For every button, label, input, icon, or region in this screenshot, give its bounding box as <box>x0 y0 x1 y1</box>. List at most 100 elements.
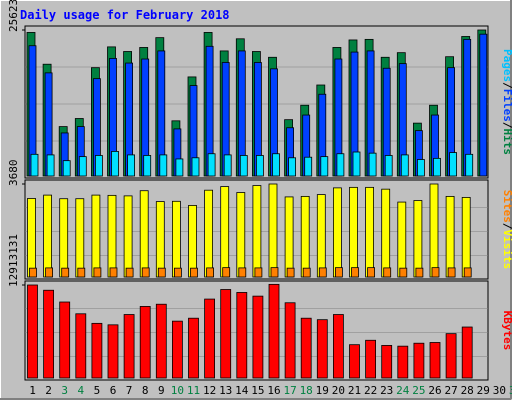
kbytes-bar <box>59 301 71 379</box>
day-label: 24 <box>396 384 410 397</box>
pages-bar <box>191 157 200 177</box>
sites-bar <box>367 267 376 278</box>
sites-bar <box>334 267 343 278</box>
pages-bar <box>175 158 184 177</box>
kbytes-bar <box>413 342 425 379</box>
kbytes-bar <box>220 289 232 379</box>
day-label: 2 <box>45 384 52 397</box>
pages-bar <box>30 153 39 177</box>
day-label: 27 <box>444 384 457 397</box>
sites-bar <box>61 267 70 278</box>
visits-bar <box>332 187 342 278</box>
pages-bar <box>288 157 297 177</box>
visits-bar <box>155 201 165 278</box>
pages-bar <box>143 155 152 177</box>
pages-bar <box>400 154 409 177</box>
kbytes-bar <box>171 320 183 379</box>
y-axis-label: Pages/Files/Hits <box>501 49 512 155</box>
pages-bar <box>272 153 280 177</box>
pages-bar <box>336 153 345 177</box>
day-label: 14 <box>235 384 249 397</box>
sites-bar <box>29 267 37 278</box>
day-label: 28 <box>461 384 474 397</box>
kbytes-bar <box>139 306 151 379</box>
kbytes-bar <box>27 284 38 379</box>
visits-bar <box>91 194 101 278</box>
day-label: 26 <box>428 384 441 397</box>
visits-bar <box>252 185 262 278</box>
day-label: 21 <box>348 384 361 397</box>
kbytes-bar <box>75 313 87 379</box>
kbytes-bar <box>107 324 119 379</box>
day-label: 11 <box>187 384 200 397</box>
kbytes-bar <box>123 314 135 379</box>
visits-bar <box>75 198 85 278</box>
kbytes-bar <box>461 326 473 379</box>
visits-bar <box>59 198 69 278</box>
sites-bar <box>141 267 150 278</box>
sites-bar <box>77 267 86 278</box>
kbytes-bar <box>332 314 344 379</box>
sites-bar <box>431 267 440 278</box>
pages-bar <box>465 153 474 177</box>
y-axis-label-part: KBytes <box>501 311 512 351</box>
day-label: 20 <box>332 384 345 397</box>
sites-bar <box>173 267 182 278</box>
visits-bar <box>27 198 36 278</box>
kbytes-bar <box>284 302 296 379</box>
day-label: 10 <box>171 384 184 397</box>
kbytes-bar <box>445 333 457 379</box>
day-label: 31 <box>509 384 512 397</box>
kbytes-bar <box>91 322 103 379</box>
panel-kbytes: 12913131 KBytes <box>7 234 512 381</box>
visits-bar <box>316 194 326 278</box>
day-label: 1 <box>29 384 36 397</box>
kbytes-bar <box>397 345 409 379</box>
day-label: 17 <box>283 384 296 397</box>
pages-bar <box>368 152 377 177</box>
max-value-label: 3680 <box>7 160 20 187</box>
y-axis-label-part: Hits <box>501 129 512 156</box>
sites-bar <box>238 267 247 278</box>
pages-bar <box>255 155 264 177</box>
sites-bar <box>109 267 118 278</box>
kbytes-bar <box>316 319 328 379</box>
kbytes-bar <box>349 344 360 379</box>
pages-bar <box>159 154 168 177</box>
visits-bar <box>123 195 133 278</box>
day-label: 18 <box>300 384 313 397</box>
day-label: 29 <box>477 384 490 397</box>
pages-bar <box>449 152 458 177</box>
pages-bar <box>78 156 87 177</box>
day-label: 7 <box>126 384 133 397</box>
visits-bar <box>139 190 149 278</box>
kbytes-bar <box>43 289 54 379</box>
pages-bar <box>433 157 441 177</box>
y-axis-label-part: Visits <box>501 230 512 270</box>
day-label: 15 <box>251 384 264 397</box>
pages-bar <box>352 151 361 177</box>
day-label: 12 <box>203 384 216 397</box>
day-label: 22 <box>364 384 377 397</box>
pages-bar <box>95 155 103 177</box>
sites-bar <box>286 267 295 278</box>
sites-bar <box>45 267 53 278</box>
sites-bar <box>447 267 456 278</box>
y-axis-label-part: / <box>501 223 512 230</box>
pages-bar <box>127 154 135 177</box>
sites-bar <box>415 267 424 278</box>
kbytes-bar <box>236 292 248 379</box>
visits-bar <box>413 200 423 278</box>
kbytes-bar <box>429 342 441 379</box>
visits-bar <box>461 197 471 278</box>
pages-bar <box>320 156 329 177</box>
day-label: 25 <box>412 384 425 397</box>
sites-bar <box>222 267 231 278</box>
pages-bar <box>239 155 248 177</box>
day-label: 4 <box>77 384 84 397</box>
day-label: 5 <box>94 384 101 397</box>
visits-bar <box>349 186 358 278</box>
day-label: 30 <box>493 384 506 397</box>
